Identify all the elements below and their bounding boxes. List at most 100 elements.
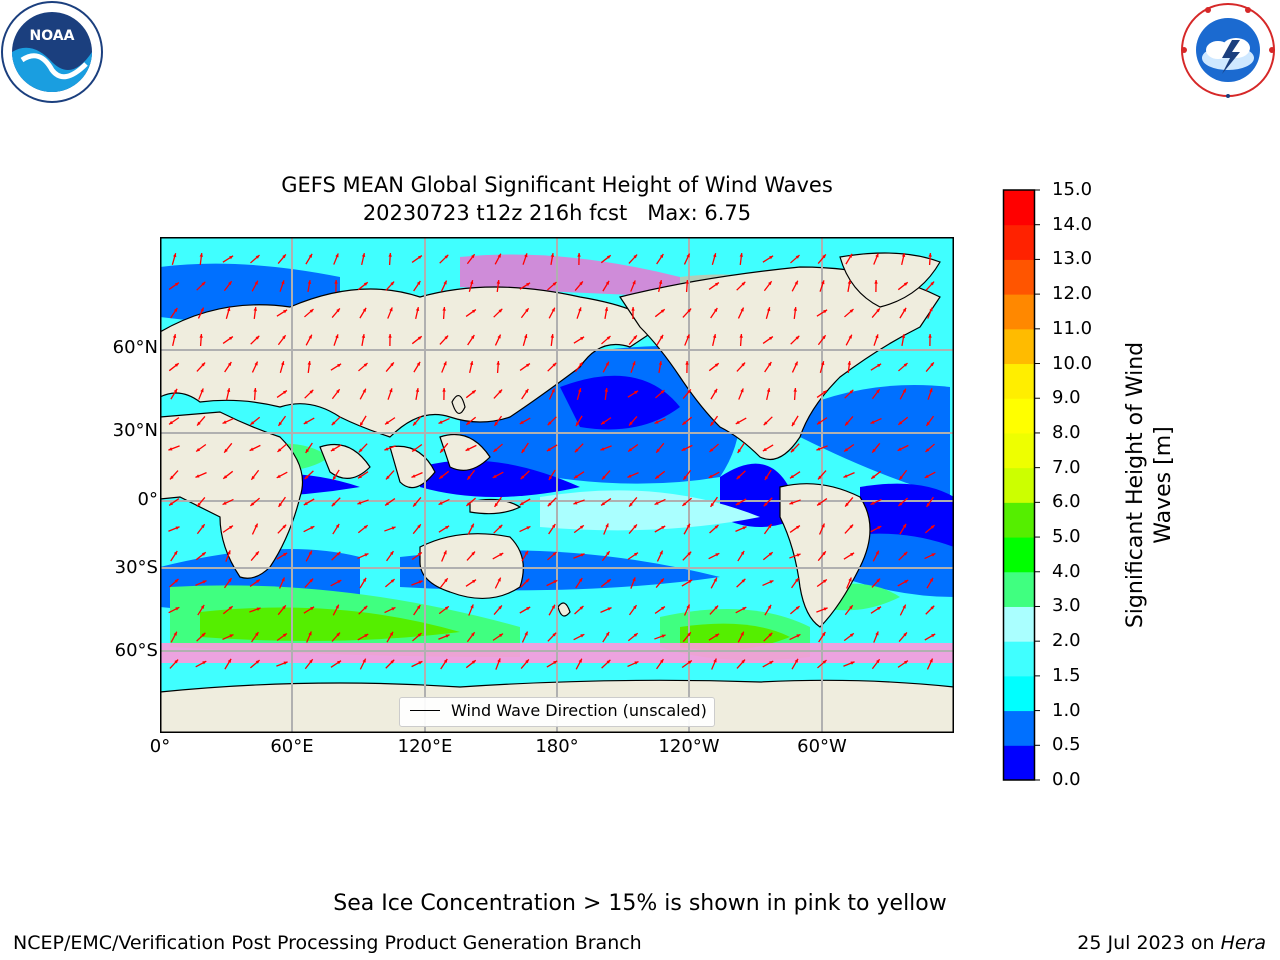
wave-direction-arrowhead bbox=[687, 660, 692, 664]
wave-direction-arrowhead bbox=[228, 606, 233, 610]
wave-direction-arrowhead bbox=[444, 335, 449, 340]
wave-direction-arrowhead bbox=[793, 388, 797, 392]
wave-direction-arrowhead bbox=[794, 578, 799, 583]
wave-direction-arrowhead bbox=[768, 336, 773, 341]
noaa-logo: NOAA bbox=[1, 1, 103, 103]
wave-direction-arrowhead bbox=[850, 661, 855, 665]
wave-direction-arrowhead bbox=[875, 334, 879, 339]
wave-direction-arrowhead bbox=[389, 631, 393, 636]
wave-direction-arrowhead bbox=[903, 363, 908, 367]
wave-direction-arrowhead bbox=[307, 280, 312, 284]
wave-direction-arrowhead bbox=[417, 633, 422, 637]
wave-direction-arrowhead bbox=[335, 604, 339, 609]
lat-tick: 30°N bbox=[112, 420, 158, 441]
wave-direction-arrowhead bbox=[200, 388, 204, 393]
wave-direction-arrowhead bbox=[629, 421, 633, 426]
wave-direction-arrowhead bbox=[169, 420, 173, 425]
wave-direction-arrowhead bbox=[519, 501, 524, 505]
wave-direction-arrowhead bbox=[898, 421, 903, 425]
wave-direction-arrowhead bbox=[604, 307, 609, 311]
wave-direction-arrowhead bbox=[741, 578, 746, 583]
wave-direction-arrowhead bbox=[337, 580, 342, 584]
wave-direction-arrowhead bbox=[794, 361, 798, 366]
colorbar-bin bbox=[1004, 328, 1034, 365]
wave-direction-arrowhead bbox=[445, 634, 450, 638]
wave-direction-arrowhead bbox=[627, 474, 632, 478]
wave-direction-arrowhead bbox=[282, 335, 286, 340]
wave-direction-arrowhead bbox=[254, 523, 258, 528]
colorbar-bin bbox=[1004, 398, 1034, 434]
wave-direction-arrowhead bbox=[658, 361, 663, 365]
wave-direction-arrowhead bbox=[550, 253, 555, 257]
wave-direction-arrowhead bbox=[412, 448, 417, 452]
wave-direction-arrowhead bbox=[579, 281, 583, 286]
wave-direction-arrowhead bbox=[633, 633, 638, 637]
wave-direction-arrowhead bbox=[606, 659, 611, 664]
wave-direction-arrowhead bbox=[817, 501, 822, 506]
wave-direction-arrowhead bbox=[385, 475, 390, 480]
wave-direction-arrowhead bbox=[444, 254, 449, 259]
wave-direction-arrowhead bbox=[821, 523, 825, 528]
wave-direction-arrowhead bbox=[708, 474, 713, 478]
wave-direction-arrowhead bbox=[337, 660, 342, 665]
wave-direction-arrowhead bbox=[681, 447, 686, 451]
wave-direction-arrowhead bbox=[384, 447, 389, 451]
wave-direction-arrowhead bbox=[222, 501, 227, 505]
wave-direction-arrowhead bbox=[628, 448, 633, 452]
wave-direction-arrowhead bbox=[822, 660, 827, 664]
colorbar-bin bbox=[1004, 363, 1034, 399]
wave-direction-arrowhead bbox=[308, 253, 313, 258]
wave-direction-arrowhead bbox=[169, 501, 174, 506]
wave-direction-arrowhead bbox=[470, 335, 475, 339]
wave-direction-arrowhead bbox=[174, 282, 179, 287]
wave-height-map bbox=[160, 237, 954, 733]
wave-direction-arrowhead bbox=[877, 363, 882, 368]
wave-direction-arrowhead bbox=[416, 281, 421, 285]
wave-direction-arrowhead bbox=[255, 255, 260, 259]
wave-direction-arrowhead bbox=[308, 334, 312, 339]
wave-direction-arrowhead bbox=[442, 388, 446, 392]
wave-direction-arrowhead bbox=[281, 280, 285, 285]
wave-direction-arrowhead bbox=[656, 448, 660, 453]
wave-direction-arrowhead bbox=[389, 551, 394, 556]
wave-direction-arrowhead bbox=[872, 448, 876, 453]
wave-direction-arrowhead bbox=[874, 280, 878, 284]
wave-direction-arrowhead bbox=[336, 308, 340, 313]
wave-direction-arrowhead bbox=[440, 448, 444, 453]
colorbar-tick-label: 8.0 bbox=[1052, 421, 1081, 443]
colorbar-bin bbox=[1004, 606, 1034, 642]
wave-direction-arrowhead bbox=[686, 334, 690, 339]
wave-direction-arrowhead bbox=[574, 448, 579, 453]
wave-direction-arrowhead bbox=[741, 281, 746, 286]
wave-direction-arrowhead bbox=[634, 661, 639, 665]
wave-direction-arrowhead bbox=[659, 550, 663, 555]
lon-tick: 60°E bbox=[270, 736, 314, 757]
wave-direction-arrowhead bbox=[823, 607, 828, 611]
wave-direction-arrowhead bbox=[822, 390, 827, 395]
wave-direction-arrowhead bbox=[228, 578, 232, 583]
wave-direction-arrowhead bbox=[525, 659, 529, 664]
wave-direction-arrowhead bbox=[550, 334, 555, 338]
footer-branch: NCEP/EMC/Verification Post Processing Pr… bbox=[13, 932, 642, 954]
wave-direction-arrowhead bbox=[228, 336, 233, 341]
wave-direction-arrowhead bbox=[254, 632, 259, 637]
wave-direction-arrowhead bbox=[601, 420, 605, 425]
legend-label: Wind Wave Direction (unscaled) bbox=[451, 701, 707, 720]
wave-direction-arrowhead bbox=[577, 253, 581, 257]
wave-direction-arrowhead bbox=[497, 334, 501, 339]
wave-direction-arrowhead bbox=[552, 552, 557, 556]
wave-direction-arrowhead bbox=[282, 390, 287, 395]
wave-direction-arrowhead bbox=[845, 502, 849, 507]
wave-direction-arrowhead bbox=[471, 390, 476, 394]
wave-direction-arrowhead bbox=[553, 660, 558, 665]
wave-direction-arrowhead bbox=[417, 336, 422, 340]
wave-direction-arrowhead bbox=[687, 632, 691, 637]
colorbar-tick-label: 1.0 bbox=[1052, 699, 1081, 721]
wave-direction-arrowhead bbox=[577, 388, 582, 393]
wave-direction-arrowhead bbox=[902, 604, 906, 609]
wave-direction-arrowhead bbox=[714, 524, 719, 529]
wave-direction-arrowhead bbox=[332, 476, 337, 481]
lon-tick: 60°W bbox=[797, 736, 847, 757]
wave-direction-arrowhead bbox=[870, 501, 875, 505]
wave-direction-arrowhead bbox=[253, 388, 257, 392]
